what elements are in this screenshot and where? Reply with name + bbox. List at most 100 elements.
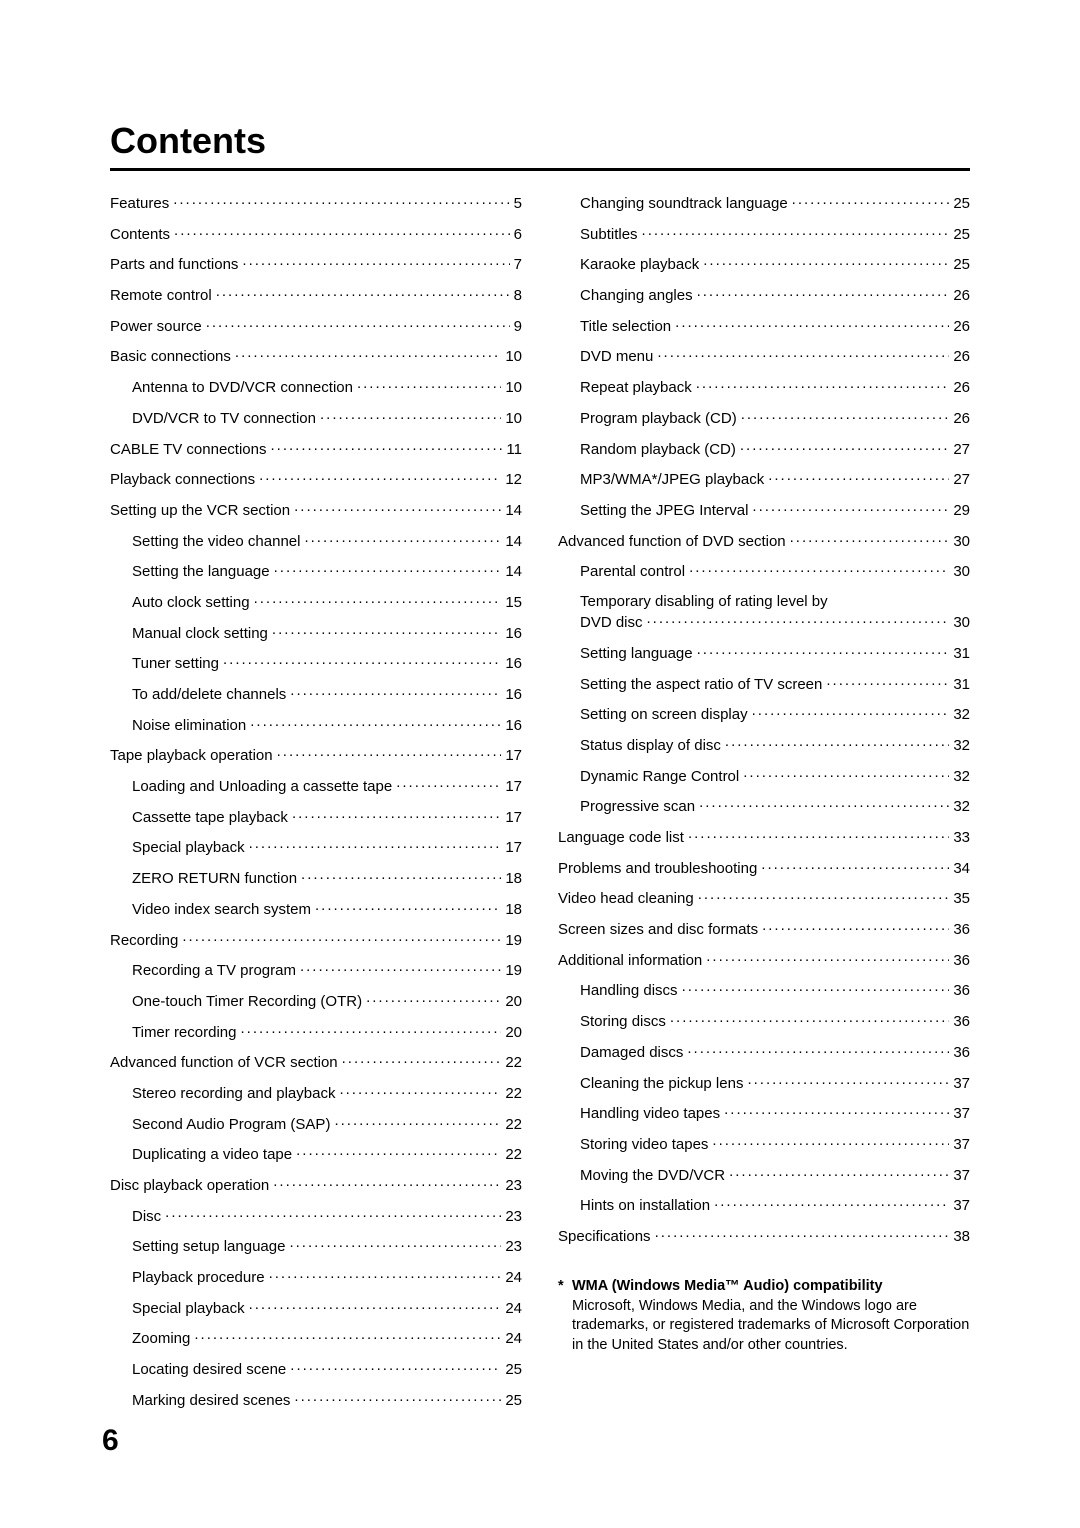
toc-page: 37 — [953, 1105, 970, 1122]
toc-page: 30 — [953, 533, 970, 550]
toc-label: Handling discs — [580, 982, 678, 999]
toc-label: DVD menu — [580, 348, 653, 365]
toc-label: Cassette tape playback — [132, 809, 288, 826]
toc-leader — [165, 1206, 501, 1221]
footnote-title: WMA (Windows Media™ Audio) compatibility — [572, 1278, 883, 1294]
toc-leader — [294, 1390, 501, 1405]
toc-entry: Changing angles26 — [558, 285, 970, 304]
toc-leader — [697, 643, 950, 658]
toc-leader — [696, 377, 950, 392]
toc-leader — [269, 1267, 502, 1282]
toc-leader — [294, 500, 501, 515]
toc-page: 10 — [505, 348, 522, 365]
toc-label: Marking desired scenes — [132, 1392, 290, 1409]
toc-entry: Tape playback operation17 — [110, 745, 522, 764]
toc-label: Title selection — [580, 318, 671, 335]
toc-label: Storing discs — [580, 1013, 666, 1030]
toc-page: 36 — [953, 952, 970, 969]
toc-page: 14 — [505, 533, 522, 550]
toc-entry: Cleaning the pickup lens 37 — [558, 1073, 970, 1092]
toc-page: 36 — [953, 982, 970, 999]
toc-leader — [242, 254, 509, 269]
toc-entry: Noise elimination16 — [110, 715, 522, 734]
toc-entry: DVD menu26 — [558, 346, 970, 365]
toc-label: Basic connections — [110, 348, 231, 365]
toc-label: Manual clock setting — [132, 625, 268, 642]
toc-leader — [647, 612, 950, 627]
toc-leader — [655, 1226, 950, 1241]
toc-leader — [289, 1236, 501, 1251]
footnote: *WMA (Windows Media™ Audio) compatibilit… — [558, 1277, 970, 1355]
toc-label: Setting the language — [132, 563, 270, 580]
toc-leader — [699, 796, 949, 811]
toc-entry: Temporary disabling of rating level byDV… — [558, 592, 970, 631]
toc-entry: Subtitles25 — [558, 224, 970, 243]
toc-leader — [272, 623, 501, 638]
toc-entry: Problems and troubleshooting34 — [558, 858, 970, 877]
toc-entry: Handling discs 36 — [558, 980, 970, 999]
toc-page: 23 — [505, 1177, 522, 1194]
toc-page: 24 — [505, 1269, 522, 1286]
toc-page: 26 — [953, 410, 970, 427]
toc-label: Video index search system — [132, 901, 311, 918]
toc-page: 25 — [953, 256, 970, 273]
toc-leader — [675, 316, 949, 331]
toc-entry: Repeat playback26 — [558, 377, 970, 396]
toc-page: 37 — [953, 1197, 970, 1214]
toc-leader — [342, 1052, 502, 1067]
toc-entry: Stereo recording and playback22 — [110, 1083, 522, 1102]
toc-entry: Advanced function of DVD section30 — [558, 531, 970, 550]
toc-page: 30 — [953, 614, 970, 631]
toc-label: Parts and functions — [110, 256, 238, 273]
toc-entry: Marking desired scenes25 — [110, 1390, 522, 1409]
toc-leader — [206, 316, 510, 331]
toc-label: Repeat playback — [580, 379, 692, 396]
toc-leader — [741, 408, 950, 423]
toc-entry: Dynamic Range Control32 — [558, 766, 970, 785]
toc-label: Auto clock setting — [132, 594, 250, 611]
toc-page: 14 — [505, 563, 522, 580]
toc-leader — [274, 561, 502, 576]
toc-page: 24 — [505, 1330, 522, 1347]
toc-entry: Cassette tape playback17 — [110, 807, 522, 826]
toc-leader — [712, 1134, 949, 1149]
toc-entry: Specifications38 — [558, 1226, 970, 1245]
toc-entry: Advanced function of VCR section22 — [110, 1052, 522, 1071]
toc-label: Stereo recording and playback — [132, 1085, 335, 1102]
toc-entry: Hints on installation37 — [558, 1195, 970, 1214]
toc-page: 37 — [953, 1167, 970, 1184]
toc-label: Language code list — [558, 829, 684, 846]
toc-page: 26 — [953, 287, 970, 304]
toc-label: Cleaning the pickup lens — [580, 1075, 743, 1092]
toc-page: 34 — [953, 860, 970, 877]
toc-page: 15 — [505, 594, 522, 611]
toc-label: Setting the video channel — [132, 533, 300, 550]
toc-label: Video head cleaning — [558, 890, 694, 907]
toc-page: 8 — [514, 287, 522, 304]
toc-label: Specifications — [558, 1228, 651, 1245]
toc-label: Zooming — [132, 1330, 190, 1347]
toc-leader — [235, 346, 501, 361]
toc-entry: DVD/VCR to TV connection10 — [110, 408, 522, 427]
toc-entry: Tuner setting16 — [110, 653, 522, 672]
toc-leader — [790, 531, 950, 546]
page-title: Contents — [110, 120, 970, 162]
toc-label: Setting up the VCR section — [110, 502, 290, 519]
toc-entry: Setting on screen display32 — [558, 704, 970, 723]
toc-entry: Zooming 24 — [110, 1328, 522, 1347]
toc-page: 31 — [953, 645, 970, 662]
toc-label: Loading and Unloading a cassette tape — [132, 778, 392, 795]
toc-leader — [689, 561, 949, 576]
toc-page: 10 — [505, 379, 522, 396]
toc-leader — [315, 899, 501, 914]
toc-label: Random playback (CD) — [580, 441, 736, 458]
toc-entry: Setting the language 14 — [110, 561, 522, 580]
toc-page: 30 — [953, 563, 970, 580]
toc-page: 37 — [953, 1075, 970, 1092]
toc-label: Moving the DVD/VCR — [580, 1167, 725, 1184]
toc-entry: MP3/WMA*/JPEG playback27 — [558, 469, 970, 488]
toc-leader — [304, 531, 501, 546]
toc-leader — [688, 827, 949, 842]
toc-label: Temporary disabling of rating level by — [580, 592, 970, 612]
toc-leader — [747, 1073, 949, 1088]
